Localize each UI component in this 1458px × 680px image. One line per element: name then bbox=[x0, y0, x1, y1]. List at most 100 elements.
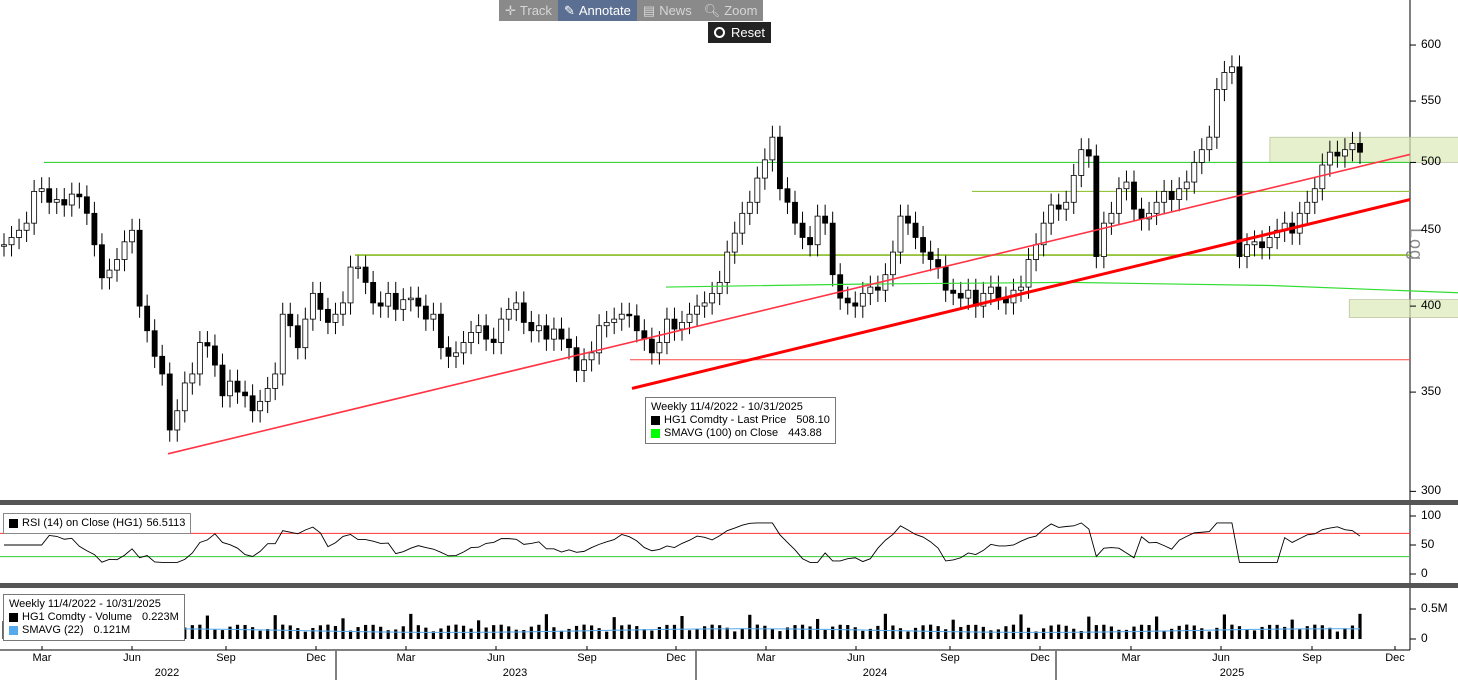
candle-body bbox=[573, 347, 580, 371]
candle-body bbox=[920, 237, 926, 253]
candle-body bbox=[890, 251, 896, 276]
annotate-button[interactable]: ✎ Annotate bbox=[557, 0, 637, 21]
volume-bar bbox=[1328, 627, 1332, 639]
volume-bar bbox=[522, 630, 526, 639]
candle-body bbox=[648, 338, 655, 354]
rsi-legend-label: RSI (14) on Close (HG1) bbox=[22, 517, 143, 529]
candle-body bbox=[837, 274, 844, 299]
volume-legend: Weekly 11/4/2022 - 10/31/2025 HG1 Comdty… bbox=[3, 594, 185, 641]
candle-body bbox=[822, 215, 829, 224]
candle-body bbox=[385, 292, 392, 307]
volume-bar bbox=[936, 626, 940, 639]
volume-bar bbox=[1207, 631, 1211, 639]
candle-body bbox=[31, 191, 38, 224]
track-button[interactable]: ✛ Track bbox=[499, 0, 558, 21]
volume-bar bbox=[409, 613, 413, 639]
candle-body bbox=[987, 286, 994, 294]
volume-bar bbox=[1335, 631, 1339, 639]
volume-bar bbox=[356, 627, 360, 639]
volume-bar bbox=[439, 628, 443, 639]
candle-body bbox=[859, 292, 866, 307]
candle-body bbox=[799, 222, 806, 238]
x-year-label: 2022 bbox=[154, 667, 180, 679]
candle-body bbox=[46, 188, 53, 203]
y-tick-label: 550 bbox=[1421, 93, 1442, 108]
volume-bar bbox=[665, 624, 669, 639]
volume-bar bbox=[1268, 624, 1272, 639]
candle-body bbox=[829, 222, 836, 276]
y-tick-label: 400 bbox=[1421, 298, 1442, 313]
candle-body bbox=[528, 322, 535, 332]
candle-body bbox=[1296, 212, 1303, 234]
candle-body bbox=[1251, 241, 1258, 246]
volume-bar bbox=[800, 624, 805, 639]
candle-body bbox=[468, 332, 474, 343]
volume-bar bbox=[1252, 630, 1257, 639]
candle-body bbox=[257, 400, 264, 412]
volume-bar bbox=[552, 627, 556, 639]
rsi-tick-label: 100 bbox=[1421, 508, 1442, 522]
volume-bar bbox=[251, 627, 255, 639]
candle-body bbox=[181, 382, 188, 412]
x-month-label: Jun bbox=[847, 652, 865, 664]
highlight-zone bbox=[1348, 299, 1458, 318]
y-tick-label: 450 bbox=[1421, 222, 1442, 237]
candle-body bbox=[1100, 222, 1107, 257]
volume-bar bbox=[1057, 624, 1061, 639]
candle-body bbox=[965, 289, 972, 299]
candle-body bbox=[279, 313, 286, 375]
volume-sma-line bbox=[3, 628, 1361, 633]
volume-bar bbox=[220, 630, 225, 639]
candle-body bbox=[543, 325, 550, 340]
candle-body bbox=[106, 269, 113, 279]
volume-bar bbox=[898, 628, 903, 639]
candle-body bbox=[709, 292, 716, 304]
sma-swatch bbox=[651, 429, 660, 438]
candle-body bbox=[370, 282, 377, 304]
x-month-label: Jun bbox=[1212, 652, 1230, 664]
candle-body bbox=[912, 222, 919, 238]
candle-body bbox=[1078, 149, 1085, 176]
candle-body bbox=[189, 373, 196, 384]
x-month-label: Mar bbox=[396, 652, 416, 664]
trendline-thick bbox=[631, 198, 1411, 390]
candle-body bbox=[23, 222, 30, 231]
candle-body bbox=[1221, 72, 1228, 90]
reset-button[interactable]: Reset bbox=[708, 22, 771, 43]
x-month-label: Sep bbox=[216, 652, 236, 664]
volume-bar bbox=[1185, 624, 1189, 639]
volume-bar bbox=[740, 628, 744, 639]
candle-body bbox=[867, 286, 874, 294]
volume-bar bbox=[590, 625, 594, 639]
candle-body bbox=[535, 325, 542, 332]
candle-body bbox=[942, 266, 949, 291]
price-legend-series1: HG1 Comdty - Last Price bbox=[664, 414, 787, 426]
rsi-legend-value: 56.5113 bbox=[146, 517, 186, 529]
volume-bar bbox=[477, 620, 481, 639]
volume-bar bbox=[996, 629, 1000, 639]
volume-bar bbox=[883, 613, 887, 639]
zoom-button[interactable]: 🔍︎ Zoom bbox=[698, 0, 764, 21]
horizontal-lines bbox=[44, 161, 1410, 361]
volume-bar bbox=[672, 624, 677, 639]
volume-bar bbox=[1109, 626, 1113, 639]
price-legend: Weekly 11/4/2022 - 10/31/2025 HG1 Comdty… bbox=[645, 397, 836, 444]
candle-body bbox=[392, 292, 399, 310]
volume-bar bbox=[567, 628, 571, 639]
rsi-legend: RSI (14) on Close (HG1) 56.5113 bbox=[3, 513, 192, 534]
volume-bar bbox=[763, 625, 767, 639]
volume-bar bbox=[190, 625, 194, 639]
candle-body bbox=[739, 212, 746, 234]
candle-body bbox=[38, 188, 45, 192]
candle-body bbox=[520, 302, 527, 323]
candle-body bbox=[196, 342, 203, 375]
volume-bar bbox=[1155, 616, 1159, 639]
candle-body bbox=[415, 297, 422, 307]
candle-body bbox=[603, 322, 610, 327]
candle-body bbox=[219, 364, 226, 397]
news-button[interactable]: ▤ News bbox=[637, 0, 698, 21]
volume-bar bbox=[642, 629, 646, 639]
candle-body bbox=[430, 313, 437, 320]
candle-body bbox=[784, 188, 791, 203]
